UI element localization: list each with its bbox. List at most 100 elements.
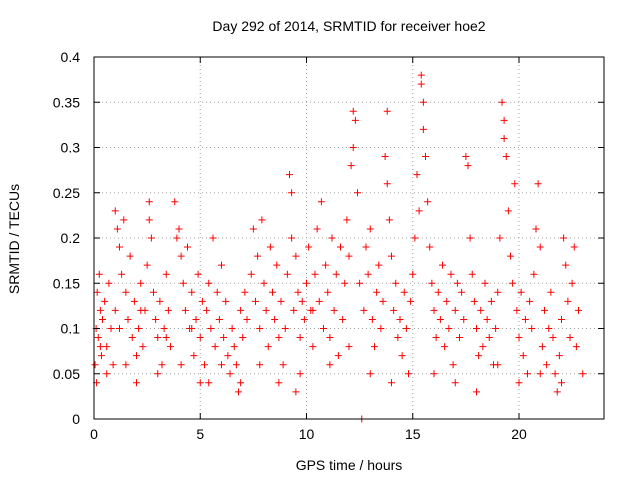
data-point (443, 297, 451, 305)
data-point (428, 279, 436, 287)
axis-ticks (93, 56, 604, 420)
data-point (337, 243, 344, 251)
data-point (232, 361, 240, 369)
data-point (154, 370, 162, 378)
data-point (351, 116, 359, 124)
data-point (211, 343, 219, 351)
data-point (555, 352, 563, 360)
data-point (513, 306, 521, 314)
y-tick-label: 0.4 (61, 49, 81, 65)
data-point (477, 306, 485, 314)
data-point (152, 315, 160, 323)
data-point (560, 234, 568, 242)
data-point (139, 343, 147, 351)
y-tick-label: 0.05 (53, 366, 80, 382)
data-point (413, 171, 421, 179)
data-point (305, 243, 313, 251)
x-tick-label: 15 (405, 426, 421, 442)
data-point (377, 325, 385, 332)
data-point (568, 279, 576, 287)
data-point (558, 315, 565, 323)
data-point (366, 370, 374, 378)
data-point (128, 334, 136, 342)
data-point (264, 343, 272, 351)
data-point (249, 225, 257, 233)
data-point (430, 370, 438, 378)
data-point (515, 379, 523, 387)
data-point (511, 180, 519, 188)
data-point (213, 288, 221, 296)
data-point (479, 343, 487, 351)
data-point (126, 252, 134, 260)
data-point (101, 297, 109, 305)
data-point (154, 334, 162, 342)
data-point (96, 306, 104, 314)
data-point (419, 98, 427, 106)
data-point (460, 315, 468, 323)
data-point (462, 153, 470, 161)
data-point (226, 370, 234, 378)
data-point (564, 297, 572, 305)
data-point (228, 325, 236, 332)
x-tick-label: 20 (511, 426, 527, 442)
data-point (475, 352, 483, 360)
data-point (309, 306, 317, 314)
data-point (205, 279, 213, 287)
data-point (252, 297, 259, 305)
y-tick-label: 0.15 (53, 275, 80, 291)
data-point (496, 234, 504, 242)
data-point (507, 252, 514, 260)
data-point (551, 370, 559, 378)
data-point (341, 279, 349, 287)
data-point (230, 343, 238, 351)
data-point (235, 388, 242, 396)
data-point (147, 234, 155, 242)
data-point (354, 189, 361, 197)
y-tick-label: 0 (72, 411, 80, 427)
data-point (222, 297, 230, 305)
data-point (188, 325, 196, 332)
data-point (133, 379, 140, 387)
data-point (547, 288, 555, 296)
data-point (424, 198, 432, 206)
data-point (298, 297, 306, 305)
data-point (94, 334, 102, 342)
data-point (122, 361, 130, 369)
data-point (398, 352, 406, 360)
data-point (362, 243, 370, 251)
x-tick-label: 0 (90, 426, 98, 442)
data-point (162, 334, 170, 342)
data-point (145, 198, 153, 206)
x-tick-label: 10 (299, 426, 315, 442)
data-point (292, 388, 300, 396)
data-point (532, 225, 540, 233)
data-point (258, 216, 266, 224)
data-point (256, 361, 264, 369)
data-point (93, 288, 101, 296)
data-point (451, 379, 459, 387)
data-point (313, 225, 321, 233)
data-point (207, 325, 215, 332)
data-point (390, 306, 398, 314)
data-point (481, 279, 489, 287)
data-point (388, 379, 395, 387)
data-point (122, 288, 130, 296)
data-point (220, 334, 228, 342)
data-point (417, 80, 425, 88)
data-point (330, 306, 338, 314)
data-point (572, 343, 580, 351)
data-point (243, 315, 251, 323)
data-point (368, 315, 376, 323)
data-point (133, 352, 140, 360)
data-point (103, 370, 111, 378)
data-point (530, 270, 538, 278)
data-point (394, 334, 402, 342)
data-point (400, 288, 408, 296)
data-point (498, 98, 506, 106)
data-point (91, 361, 99, 369)
data-point (164, 306, 172, 314)
data-point (260, 279, 268, 287)
data-point (326, 361, 334, 369)
data-point (473, 388, 480, 396)
